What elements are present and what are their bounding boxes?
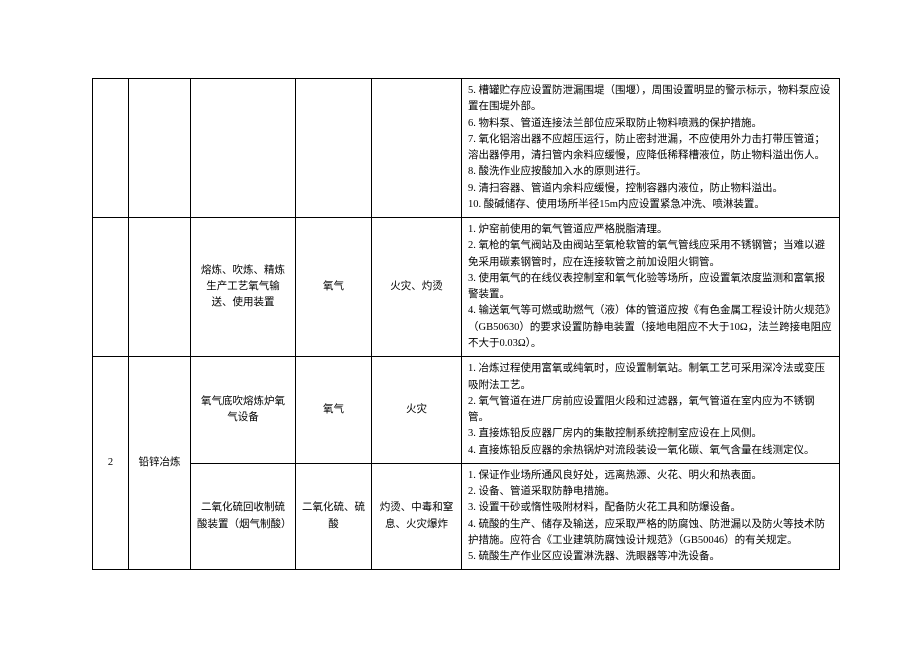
measure-line: 7. 氧化铝溶出器不应超压运行，防止密封泄漏，不应使用外力击打带压管道；溶出器停… [468, 132, 833, 165]
cell-hazard: 火灾 [372, 357, 462, 464]
table-row: 二氧化硫回收制硫酸装置（烟气制酸） 二氧化硫、硫酸 灼烫、中毒和窒息、火灾爆炸 … [93, 463, 840, 570]
cell-equipment: 氧气底吹熔炼炉氧气设备 [191, 357, 296, 464]
cell-equipment: 熔炼、吹炼、精炼生产工艺氧气输送、使用装置 [191, 218, 296, 357]
cell-index [93, 79, 129, 218]
measure-line: 4. 硫酸的生产、储存及输送，应采取严格的防腐蚀、防泄漏以及防火等技术防护措施。… [468, 517, 833, 550]
cell-equipment [191, 79, 296, 218]
safety-measures-table: 5. 槽罐贮存应设置防泄漏围堤（围堰），周围设置明显的警示标示，物料泵应设置在围… [92, 78, 840, 570]
table-row: 5. 槽罐贮存应设置防泄漏围堤（围堰），周围设置明显的警示标示，物料泵应设置在围… [93, 79, 840, 218]
measure-line: 10. 酸碱储存、使用场所半径15m内应设置紧急冲洗、喷淋装置。 [468, 197, 833, 213]
cell-substance: 二氧化硫、硫酸 [296, 463, 372, 570]
cell-substance [296, 79, 372, 218]
measure-line: 4. 输送氧气等可燃或助燃气（液）体的管道应按《有色金属工程设计防火规范》（GB… [468, 303, 833, 352]
measure-line: 5. 槽罐贮存应设置防泄漏围堤（围堰），周围设置明显的警示标示，物料泵应设置在围… [468, 83, 833, 116]
measure-line: 1. 保证作业场所通风良好处，远离热源、火花、明火和热表面。 [468, 468, 833, 484]
cell-measures: 1. 冶炼过程使用富氧或纯氧时，应设置制氧站。制氧工艺可采用深冷法或变压吸附法工… [462, 357, 840, 464]
measure-line: 2. 氧气管道在进厂房前应设置阻火段和过滤器，氧气管道在室内应为不锈钢管。 [468, 394, 833, 427]
measure-line: 3. 设置干砂或惰性吸附材料，配备防火花工具和防爆设备。 [468, 500, 833, 516]
measure-line: 8. 酸洗作业应按酸加入水的原则进行。 [468, 164, 833, 180]
cell-index: 2 [93, 357, 129, 570]
cell-equipment: 二氧化硫回收制硫酸装置（烟气制酸） [191, 463, 296, 570]
measure-line: 9. 清扫容器、管道内余料应缓慢，控制容器内液位，防止物料溢出。 [468, 181, 833, 197]
measure-line: 1. 冶炼过程使用富氧或纯氧时，应设置制氧站。制氧工艺可采用深冷法或变压吸附法工… [468, 361, 833, 394]
cell-measures: 1. 保证作业场所通风良好处，远离热源、火花、明火和热表面。 2. 设备、管道采… [462, 463, 840, 570]
table-row: 熔炼、吹炼、精炼生产工艺氧气输送、使用装置 氧气 火灾、灼烫 1. 炉窑前使用的… [93, 218, 840, 357]
measure-line: 6. 物料泵、管道连接法兰部位应采取防止物料喷溅的保护措施。 [468, 116, 833, 132]
measure-line: 2. 设备、管道采取防静电措施。 [468, 484, 833, 500]
cell-measures: 1. 炉窑前使用的氧气管道应严格脱脂清理。 2. 氧枪的氧气阀站及由阀站至氧枪软… [462, 218, 840, 357]
cell-substance: 氧气 [296, 357, 372, 464]
measure-line: 3. 直接炼铅反应器厂房内的集散控制系统控制室应设在上风侧。 [468, 426, 833, 442]
measure-line: 2. 氧枪的氧气阀站及由阀站至氧枪软管的氧气管线应采用不锈钢管；当难以避免采用碳… [468, 238, 833, 271]
cell-hazard: 火灾、灼烫 [372, 218, 462, 357]
cell-category: 铅锌冶炼 [129, 357, 191, 570]
measure-line: 5. 硫酸生产作业区应设置淋洗器、洗眼器等冲洗设备。 [468, 549, 833, 565]
measure-line: 4. 直接炼铅反应器的余热锅炉对流段装设一氧化碳、氧气含量在线测定仪。 [468, 443, 833, 459]
document-page: 5. 槽罐贮存应设置防泄漏围堤（围堰），周围设置明显的警示标示，物料泵应设置在围… [0, 0, 920, 651]
cell-category [129, 79, 191, 218]
cell-hazard: 灼烫、中毒和窒息、火灾爆炸 [372, 463, 462, 570]
cell-index [93, 218, 129, 357]
cell-measures: 5. 槽罐贮存应设置防泄漏围堤（围堰），周围设置明显的警示标示，物料泵应设置在围… [462, 79, 840, 218]
measure-line: 1. 炉窑前使用的氧气管道应严格脱脂清理。 [468, 222, 833, 238]
measure-line: 3. 使用氧气的在线仪表控制室和氧气化验等场所，应设置氧浓度监测和富氧报警装置。 [468, 271, 833, 304]
cell-category [129, 218, 191, 357]
cell-substance: 氧气 [296, 218, 372, 357]
cell-hazard [372, 79, 462, 218]
table-row: 2 铅锌冶炼 氧气底吹熔炼炉氧气设备 氧气 火灾 1. 冶炼过程使用富氧或纯氧时… [93, 357, 840, 464]
